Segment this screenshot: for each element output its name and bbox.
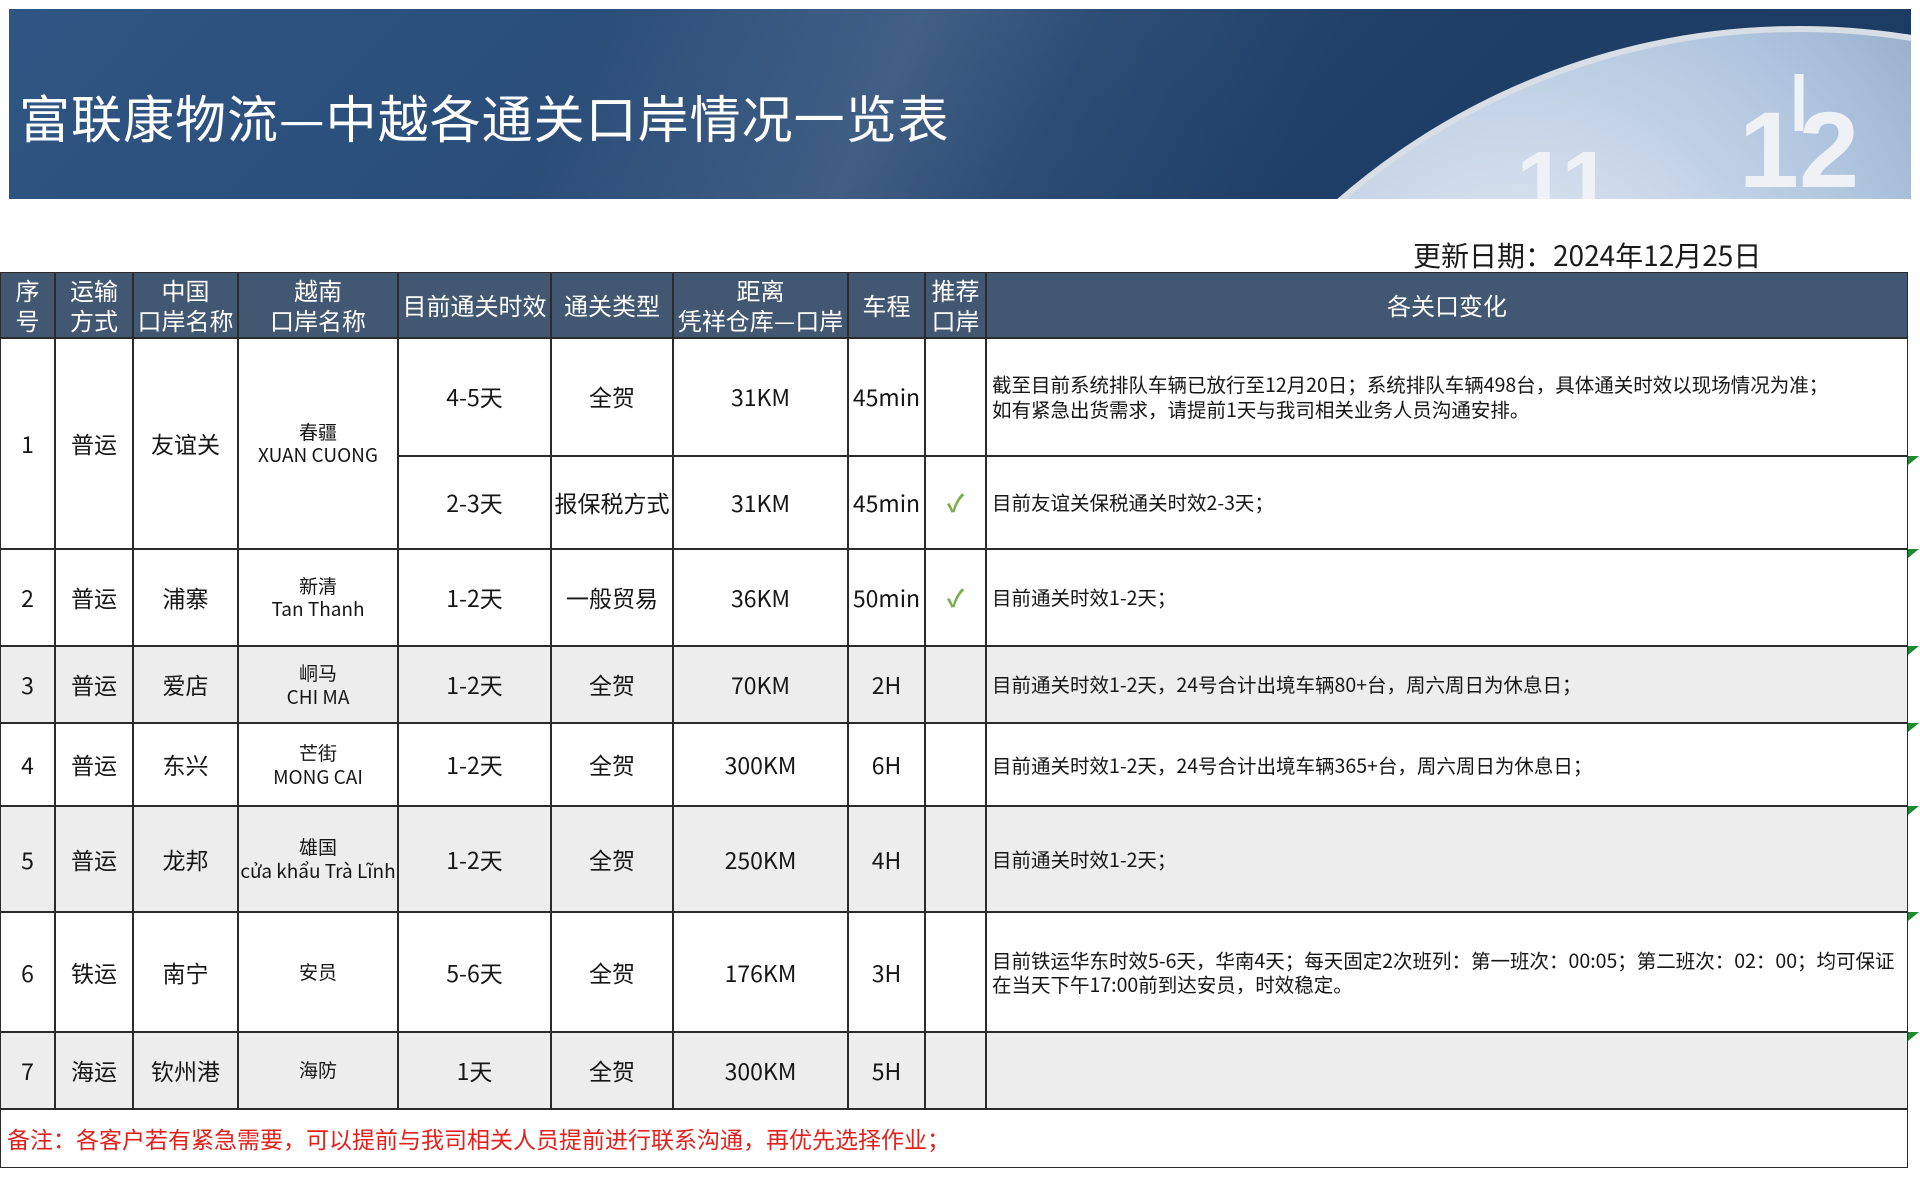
- svg-text:12: 12: [1739, 89, 1859, 199]
- svg-text:11: 11: [1516, 134, 1611, 199]
